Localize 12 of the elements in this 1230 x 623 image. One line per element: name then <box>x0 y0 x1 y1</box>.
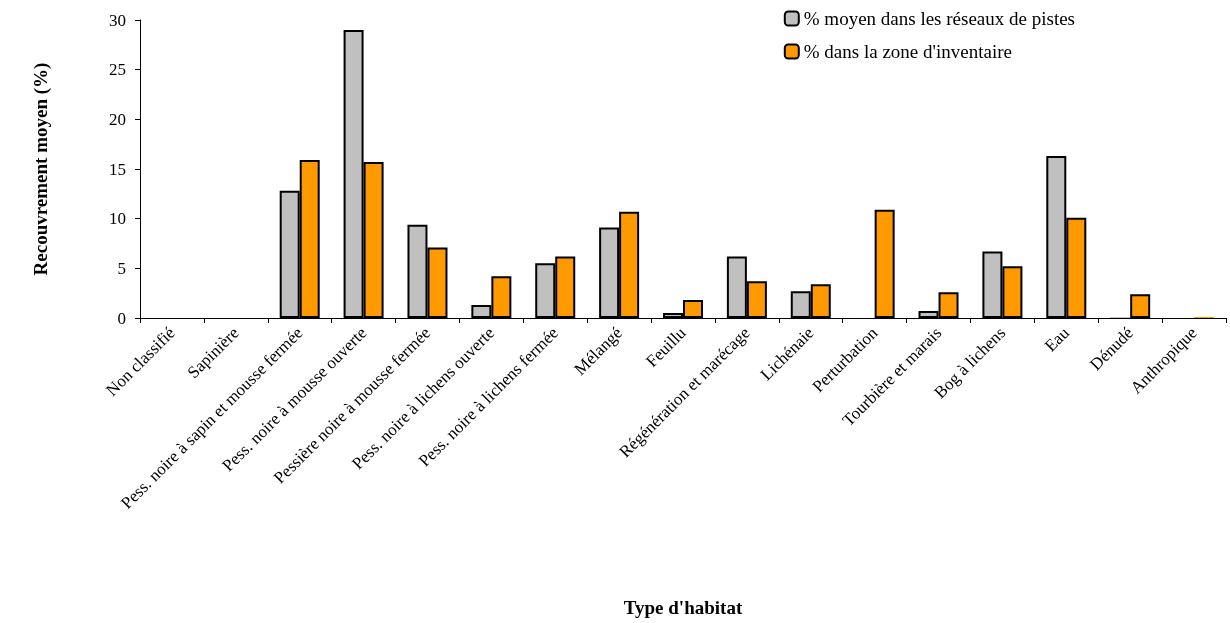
y-axis-title: Recouvrement moyen (%) <box>30 62 52 276</box>
x-tick-label: Eau <box>1040 322 1074 356</box>
y-tick-label: 20 <box>109 109 126 129</box>
y-tick-label: 30 <box>109 10 126 30</box>
y-tick-label: 0 <box>117 308 126 328</box>
y-tick-label: 10 <box>109 209 126 229</box>
y-tick-label: 5 <box>117 258 126 278</box>
legend-label: % moyen dans les réseaux de pistes <box>803 8 1076 29</box>
y-tick-label: 15 <box>109 159 126 179</box>
y-tick-label: 25 <box>109 60 126 80</box>
x-axis-title: Type d'habitat <box>623 597 743 618</box>
legend-label: % dans la zone d'inventaire <box>803 41 1012 62</box>
